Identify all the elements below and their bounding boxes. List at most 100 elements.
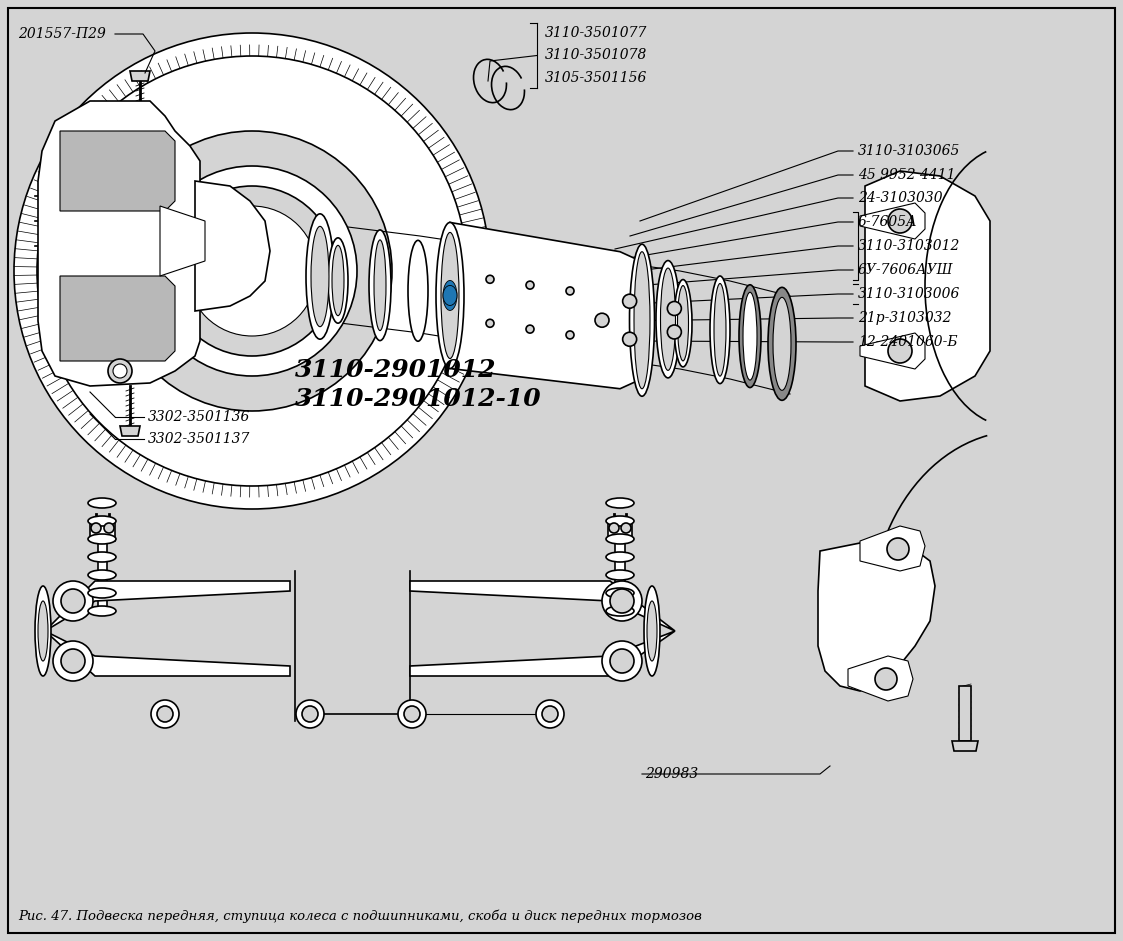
Polygon shape	[45, 631, 290, 676]
Polygon shape	[865, 171, 990, 401]
Ellipse shape	[88, 570, 116, 580]
Polygon shape	[450, 222, 648, 389]
Polygon shape	[60, 131, 175, 211]
Ellipse shape	[606, 498, 634, 508]
Ellipse shape	[88, 606, 116, 616]
Text: 6У-7606АУШ: 6У-7606АУШ	[858, 263, 953, 277]
Polygon shape	[860, 203, 925, 239]
Text: 45 9952 4411: 45 9952 4411	[858, 168, 956, 182]
Text: 24-3103030: 24-3103030	[858, 191, 942, 205]
Polygon shape	[860, 526, 925, 571]
Ellipse shape	[643, 586, 660, 676]
Polygon shape	[130, 71, 150, 81]
Ellipse shape	[739, 285, 761, 388]
Circle shape	[486, 276, 494, 283]
Ellipse shape	[606, 606, 634, 616]
Ellipse shape	[35, 586, 51, 676]
Circle shape	[104, 523, 115, 533]
Polygon shape	[410, 631, 675, 676]
Polygon shape	[38, 101, 200, 386]
Text: 201557-П29: 201557-П29	[18, 27, 106, 41]
Polygon shape	[98, 541, 107, 611]
Circle shape	[321, 307, 339, 325]
Circle shape	[91, 523, 101, 533]
Ellipse shape	[606, 552, 634, 562]
Ellipse shape	[773, 297, 791, 391]
Circle shape	[667, 325, 682, 339]
Ellipse shape	[768, 287, 796, 400]
Text: 3302-3501137: 3302-3501137	[148, 432, 250, 446]
Circle shape	[542, 706, 558, 722]
Polygon shape	[959, 686, 971, 741]
Circle shape	[167, 186, 337, 356]
Circle shape	[321, 217, 339, 235]
Polygon shape	[615, 541, 626, 611]
Ellipse shape	[311, 227, 329, 327]
Circle shape	[404, 706, 420, 722]
Circle shape	[566, 287, 574, 295]
Circle shape	[622, 295, 637, 309]
Circle shape	[157, 706, 173, 722]
Circle shape	[243, 172, 261, 190]
Polygon shape	[60, 276, 175, 361]
Circle shape	[53, 641, 93, 681]
Circle shape	[243, 352, 261, 370]
Circle shape	[536, 700, 564, 728]
Ellipse shape	[630, 245, 655, 396]
Circle shape	[147, 166, 357, 376]
Polygon shape	[952, 741, 978, 751]
Circle shape	[888, 339, 912, 363]
Circle shape	[622, 332, 637, 346]
Text: 3110-2901012: 3110-2901012	[295, 358, 496, 382]
Text: 3110-3501078: 3110-3501078	[545, 48, 647, 62]
Ellipse shape	[606, 534, 634, 544]
Ellipse shape	[442, 280, 457, 311]
Circle shape	[113, 364, 127, 378]
Ellipse shape	[441, 232, 459, 359]
Text: 6-7605А: 6-7605А	[858, 215, 917, 229]
Ellipse shape	[743, 293, 757, 380]
Ellipse shape	[88, 498, 116, 508]
Circle shape	[398, 700, 426, 728]
Polygon shape	[120, 426, 140, 436]
Ellipse shape	[369, 230, 391, 341]
Ellipse shape	[714, 283, 725, 376]
Circle shape	[165, 307, 183, 325]
Circle shape	[486, 319, 494, 327]
Ellipse shape	[332, 246, 344, 315]
Ellipse shape	[677, 285, 688, 361]
Text: 3110-3501077: 3110-3501077	[545, 26, 647, 40]
Circle shape	[610, 649, 634, 673]
Circle shape	[566, 331, 574, 339]
Circle shape	[296, 700, 325, 728]
Ellipse shape	[656, 261, 681, 378]
Circle shape	[61, 589, 85, 613]
Text: 3302-3501136: 3302-3501136	[148, 410, 250, 424]
Text: 3110-3103012: 3110-3103012	[858, 239, 960, 253]
Text: 290983: 290983	[645, 767, 699, 781]
Polygon shape	[90, 521, 115, 541]
Circle shape	[302, 706, 318, 722]
Circle shape	[61, 649, 85, 673]
Ellipse shape	[606, 588, 634, 598]
Ellipse shape	[305, 214, 334, 339]
Text: 3105-3501156: 3105-3501156	[545, 71, 647, 85]
Circle shape	[150, 700, 179, 728]
Ellipse shape	[408, 240, 428, 342]
Circle shape	[621, 523, 631, 533]
Ellipse shape	[674, 279, 692, 367]
Ellipse shape	[88, 516, 116, 526]
Circle shape	[37, 56, 467, 486]
Polygon shape	[608, 521, 632, 541]
Circle shape	[188, 206, 317, 336]
Circle shape	[887, 538, 909, 560]
Circle shape	[108, 359, 133, 383]
Text: 3110-3103065: 3110-3103065	[858, 144, 960, 158]
Polygon shape	[818, 541, 935, 691]
Ellipse shape	[647, 601, 657, 661]
Circle shape	[875, 668, 897, 690]
Ellipse shape	[436, 222, 464, 369]
Polygon shape	[860, 333, 925, 369]
Ellipse shape	[328, 238, 348, 323]
Ellipse shape	[38, 601, 48, 661]
